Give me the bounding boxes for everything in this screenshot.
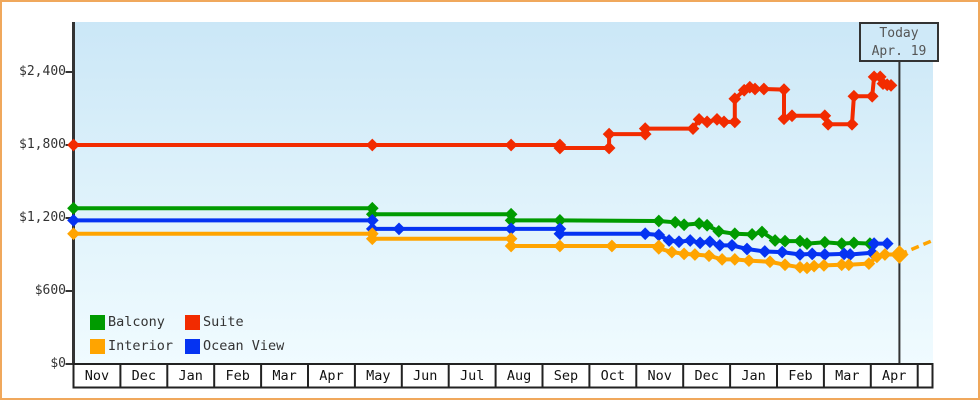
- x-axis-label-8-jul: Jul: [459, 367, 485, 384]
- legend-item-interior: Interior: [90, 338, 173, 354]
- suite-marker: [504, 138, 518, 152]
- x-axis-label-1-dec: Dec: [131, 367, 157, 384]
- y-axis-label-1800: $1,800: [19, 137, 66, 152]
- x-axis-label-14-jan: Jan: [741, 367, 766, 384]
- legend-label-ocean-view: Ocean View: [203, 338, 285, 354]
- x-axis-label-4-mar: Mar: [272, 367, 297, 384]
- legend-swatch-balcony: [90, 314, 105, 330]
- ocean-view-marker: [365, 214, 379, 227]
- ocean-view-marker: [67, 214, 80, 227]
- legend-label-suite: Suite: [203, 314, 244, 330]
- x-axis-label-17-apr: Apr: [882, 367, 907, 384]
- x-axis-label-10-sep: Sep: [553, 367, 579, 384]
- legend-label-interior: Interior: [108, 338, 174, 354]
- x-axis-label-2-jan: Jan: [178, 367, 203, 384]
- x-axis-label-5-apr: Apr: [319, 367, 344, 384]
- x-axis-label-6-may: May: [366, 367, 391, 384]
- legend-item-ocean-view: Ocean View: [185, 338, 284, 354]
- legend-item-suite: Suite: [185, 314, 244, 330]
- y-axis-label-1200: $1,200: [19, 210, 66, 225]
- x-axis-label-3-feb: Feb: [225, 367, 250, 384]
- x-axis-label-15-feb: Feb: [788, 367, 813, 384]
- y-axis-label-0: $0: [50, 356, 66, 371]
- y-axis-label-600: $600: [34, 283, 66, 298]
- y-axis-label-2400: $2,400: [19, 64, 66, 79]
- suite-marker: [365, 138, 379, 152]
- legend-swatch-interior: [90, 338, 105, 354]
- interior-marker: [890, 245, 909, 264]
- today-annotation: Today Apr. 19: [859, 22, 939, 62]
- interior-marker: [365, 232, 379, 246]
- interior-marker: [504, 239, 518, 253]
- legend-label-balcony: Balcony: [108, 314, 165, 330]
- x-axis-label-12-nov: Nov: [647, 367, 672, 384]
- x-axis-strip: [72, 363, 934, 389]
- x-axis-label-13-dec: Dec: [694, 367, 719, 384]
- ocean-view-marker: [392, 222, 406, 236]
- ocean-view-marker: [504, 222, 518, 236]
- x-axis-label-7-jun: Jun: [413, 367, 438, 384]
- x-axis-label-11-oct: Oct: [600, 367, 626, 384]
- today-annotation-line2: Apr. 19: [871, 44, 927, 59]
- balcony-marker: [504, 214, 518, 227]
- legend-swatch-ocean-view: [185, 338, 200, 354]
- x-axis-label-0-nov: Nov: [84, 367, 110, 384]
- plot-background: [73, 22, 933, 364]
- x-axis-label-9-aug: Aug: [506, 367, 532, 384]
- balcony-marker: [67, 201, 80, 215]
- interior-marker: [504, 232, 518, 246]
- x-axis-label-16-mar: Mar: [835, 367, 860, 384]
- legend-item-balcony: Balcony: [90, 314, 165, 330]
- legend-swatch-suite: [185, 314, 200, 330]
- suite-marker: [67, 138, 80, 152]
- interior-marker: [67, 227, 80, 241]
- today-annotation-line1: Today: [879, 26, 919, 41]
